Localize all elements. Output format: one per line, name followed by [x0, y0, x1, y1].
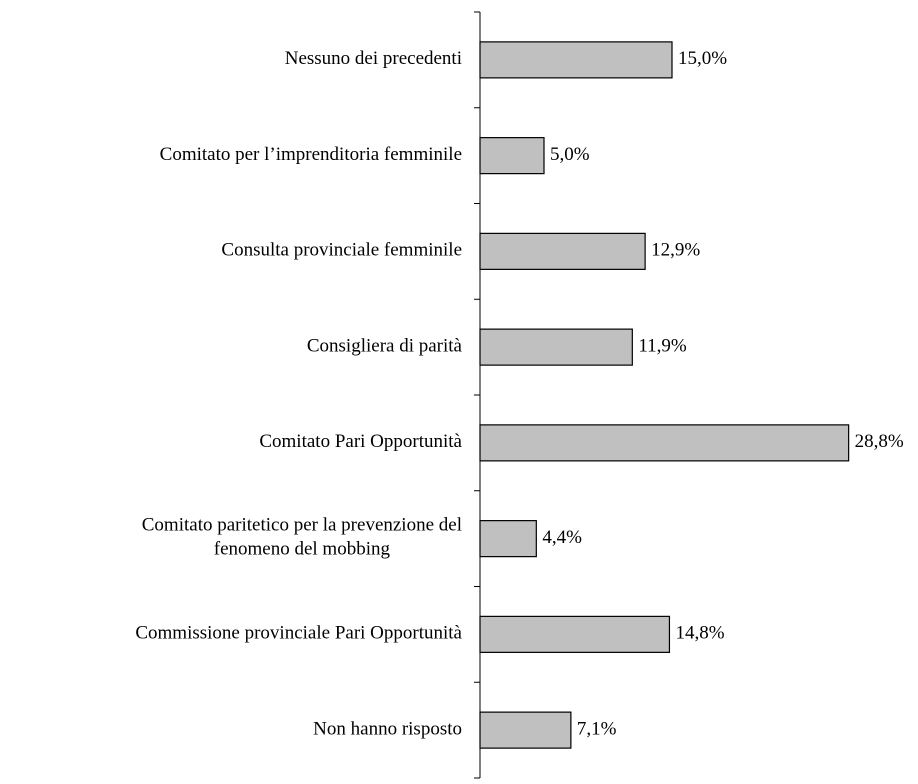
bar [479, 232, 646, 270]
bar [479, 41, 673, 79]
value-label: 15,0% [678, 48, 727, 69]
bar [479, 711, 572, 749]
category-label: Consulta provinciale femminile [221, 240, 462, 261]
category-label: Comitato per l’imprenditoria femminile [160, 144, 462, 165]
value-label: 7,1% [577, 718, 617, 739]
category-label: Comitato Pari Opportunità [259, 431, 462, 452]
category-label: Non hanno risposto [313, 718, 462, 739]
value-label: 12,9% [651, 240, 700, 261]
bar [479, 615, 671, 653]
category-label: Consigliera di parità [307, 335, 463, 356]
value-label: 4,4% [542, 527, 582, 548]
bar [479, 424, 850, 462]
bar [479, 137, 545, 175]
value-label: 5,0% [550, 144, 590, 165]
category-label: Nessuno dei precedenti [285, 48, 462, 69]
bar [479, 520, 537, 558]
bar [479, 328, 633, 366]
value-label: 11,9% [638, 335, 687, 356]
category-label: Commissione provinciale Pari Opportunità [135, 623, 462, 644]
value-label: 28,8% [855, 431, 904, 452]
value-label: 14,8% [675, 623, 724, 644]
category-label: Comitato paritetico per la prevenzione d… [142, 515, 462, 560]
